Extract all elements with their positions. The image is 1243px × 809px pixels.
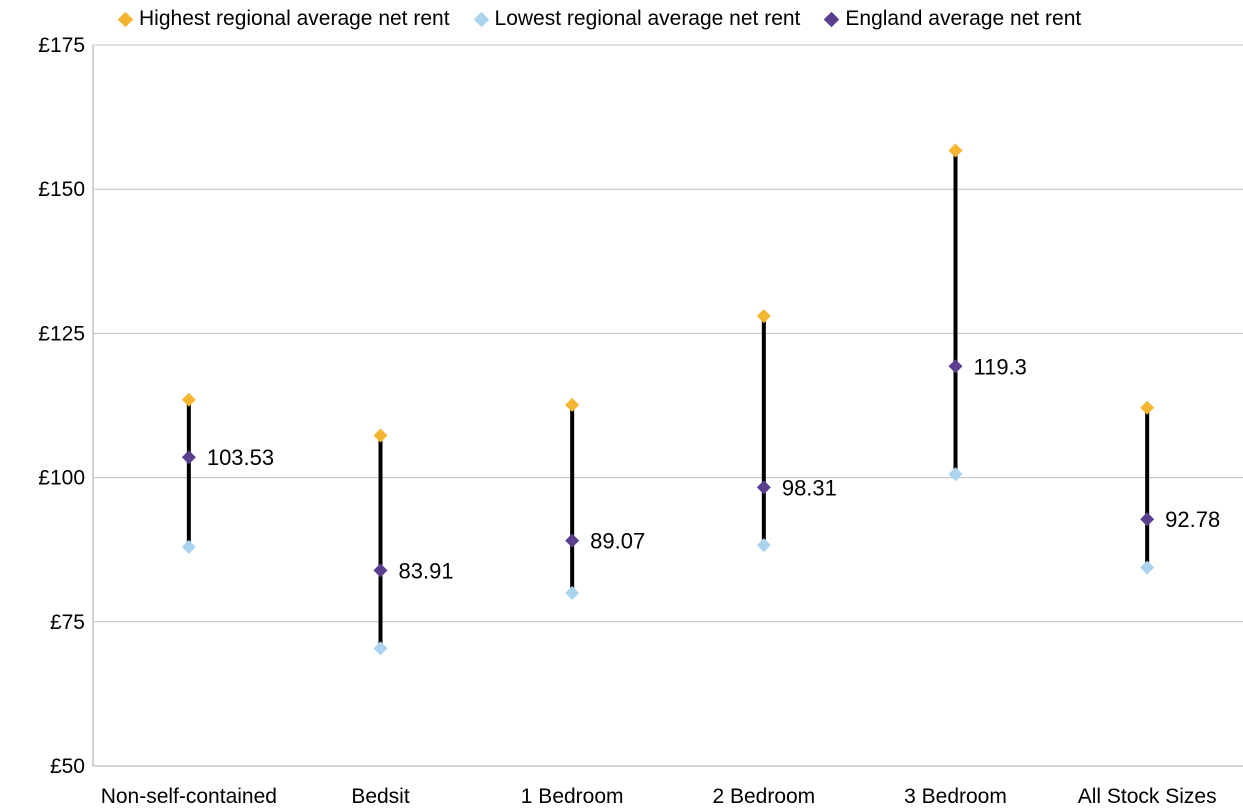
lowest-point bbox=[565, 585, 580, 600]
x-tick-label: 2 Bedroom bbox=[712, 785, 815, 808]
england-average-point bbox=[948, 359, 963, 374]
highest-point bbox=[948, 143, 963, 158]
y-tick-label: £175 bbox=[38, 34, 85, 57]
y-tick-label: £75 bbox=[50, 611, 85, 634]
lowest-point bbox=[756, 538, 771, 553]
lowest-point bbox=[948, 467, 963, 482]
highest-point bbox=[373, 428, 388, 443]
legend-item-highest: Highest regional average net rent bbox=[117, 7, 450, 31]
legend-item-lowest: Lowest regional average net rent bbox=[473, 7, 801, 31]
highest-point bbox=[1140, 400, 1155, 415]
england-average-point bbox=[373, 563, 388, 578]
y-tick-label: £125 bbox=[38, 322, 85, 345]
x-tick-label: Non-self-contained bbox=[101, 785, 277, 808]
highest-point bbox=[565, 397, 580, 412]
legend-label-england: England average net rent bbox=[845, 7, 1082, 30]
england-average-point bbox=[756, 480, 771, 495]
x-tick-label: Bedsit bbox=[351, 785, 410, 808]
legend-label-lowest: Lowest regional average net rent bbox=[494, 7, 801, 30]
data-label: 119.3 bbox=[974, 354, 1027, 379]
y-tick-label: £50 bbox=[50, 755, 85, 778]
data-label: 92.78 bbox=[1165, 507, 1220, 532]
highest-point bbox=[181, 392, 196, 407]
y-tick-label: £100 bbox=[38, 467, 85, 490]
chart-legend: Highest regional average net rent Lowest… bbox=[117, 4, 1082, 34]
lowest-point bbox=[373, 641, 388, 656]
x-tick-label: 3 Bedroom bbox=[904, 785, 1007, 808]
england-average-point bbox=[181, 450, 196, 465]
highest-point bbox=[756, 309, 771, 324]
england-average-point bbox=[565, 533, 580, 548]
x-tick-label: 1 Bedroom bbox=[521, 785, 624, 808]
data-label: 83.91 bbox=[399, 558, 454, 583]
data-label: 98.31 bbox=[782, 475, 837, 500]
data-label: 89.07 bbox=[590, 529, 645, 554]
data-label: 103.53 bbox=[207, 445, 274, 470]
legend-label-highest: Highest regional average net rent bbox=[139, 7, 450, 30]
y-tick-label: £150 bbox=[38, 178, 85, 201]
england-average-point bbox=[1140, 512, 1155, 527]
x-tick-label: All Stock Sizes bbox=[1078, 785, 1217, 808]
lowest-point bbox=[181, 539, 196, 554]
legend-item-england: England average net rent bbox=[824, 7, 1082, 31]
lowest-point bbox=[1140, 560, 1155, 575]
